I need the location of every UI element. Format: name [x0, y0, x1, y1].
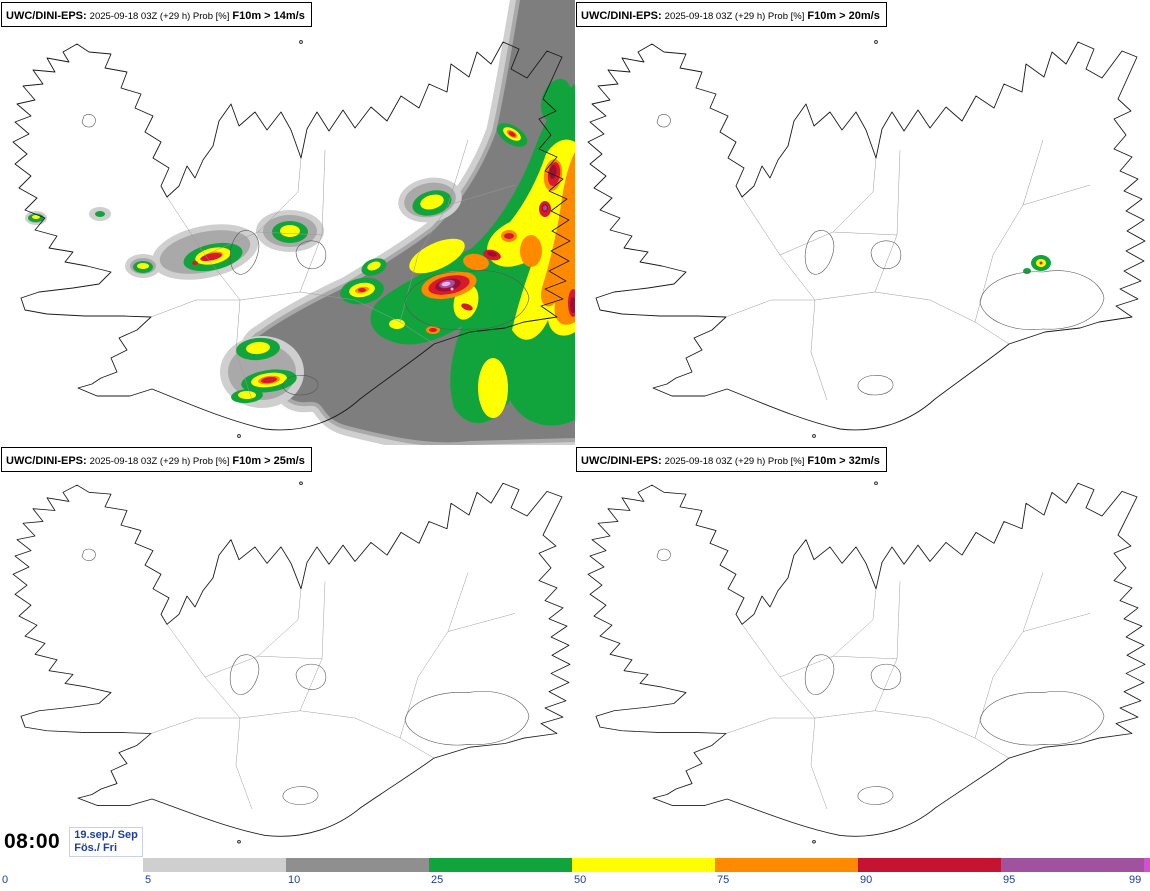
valid-date-line1: 19.sep./ Sep [74, 828, 138, 841]
colorbar-segment-0-5 [0, 858, 143, 872]
run-label: 2025-09-18 03Z (+29 h) Prob [%] [89, 11, 230, 22]
model-label: UWC/DINI-EPS: [581, 10, 662, 22]
colorbar-tick-10: 10 [288, 874, 301, 886]
colorbar-tick-25: 25 [431, 874, 444, 886]
panel-f10m-20ms: UWC/DINI-EPS: 2025-09-18 03Z (+29 h) Prob… [575, 0, 1150, 445]
run-label: 2025-09-18 03Z (+29 h) Prob [%] [89, 456, 230, 467]
valid-time: 08:00 [4, 829, 61, 853]
param-label: F10m > 20m/s [807, 10, 880, 22]
colorbar-segment-10-25 [286, 858, 429, 872]
param-label: F10m > 32m/s [807, 455, 880, 467]
map-iceland-prob-20ms [587, 40, 1146, 438]
colorbar-tick-95: 95 [1003, 874, 1016, 886]
map-iceland-prob-14ms [12, 0, 575, 445]
colorbar-tick-90: 90 [860, 874, 873, 886]
valid-date-line2: Fös./ Fri [74, 841, 117, 854]
colorbar-segment-50-75 [572, 858, 715, 872]
panel-title: UWC/DINI-EPS: 2025-09-18 03Z (+29 h) Prob… [576, 447, 887, 473]
colorbar-tick-5: 5 [145, 874, 152, 886]
colorbar-segment-75-90 [715, 858, 858, 872]
probability-field-14ms [25, 0, 575, 445]
colorbar-segment-99-100 [1144, 858, 1150, 872]
colorbar-segment-95-99 [1001, 858, 1144, 872]
panel-f10m-32ms: UWC/DINI-EPS: 2025-09-18 03Z (+29 h) Prob… [575, 445, 1150, 891]
map-iceland-prob-25ms [12, 481, 571, 844]
valid-time-block: 08:00 19.sep./ Sep Fös./ Fri [4, 826, 149, 857]
colorbar-tick-75: 75 [717, 874, 730, 886]
probability-field-20ms [1023, 255, 1051, 274]
param-label: F10m > 14m/s [232, 10, 305, 22]
colorbar-segment-90-95 [858, 858, 1001, 872]
run-label: 2025-09-18 03Z (+29 h) Prob [%] [664, 11, 805, 22]
panel-title: UWC/DINI-EPS: 2025-09-18 03Z (+29 h) Prob… [1, 447, 312, 473]
param-label: F10m > 25m/s [232, 455, 305, 467]
panel-title: UWC/DINI-EPS: 2025-09-18 03Z (+29 h) Prob… [1, 2, 312, 28]
run-label: 2025-09-18 03Z (+29 h) Prob [%] [664, 456, 805, 467]
colorbar-tick-0: 0 [2, 874, 9, 886]
map-iceland-prob-32ms [587, 481, 1146, 844]
model-label: UWC/DINI-EPS: [6, 10, 87, 22]
panel-f10m-25ms: UWC/DINI-EPS: 2025-09-18 03Z (+29 h) Prob… [0, 445, 575, 891]
colorbar [0, 858, 1150, 872]
model-label: UWC/DINI-EPS: [6, 455, 87, 467]
colorbar-tick-50: 50 [574, 874, 587, 886]
colorbar-tick-99: 99 [1129, 874, 1142, 886]
colorbar-segment-25-50 [429, 858, 572, 872]
panel-title: UWC/DINI-EPS: 2025-09-18 03Z (+29 h) Prob… [576, 2, 887, 28]
colorbar-segment-5-10 [143, 858, 286, 872]
model-label: UWC/DINI-EPS: [581, 455, 662, 467]
valid-date: 19.sep./ Sep Fös./ Fri [69, 826, 143, 857]
colorbar-ticks: 0 5 10 25 50 75 90 95 99 [0, 874, 1150, 888]
panel-f10m-14ms: UWC/DINI-EPS: 2025-09-18 03Z (+29 h) Prob… [0, 0, 575, 445]
